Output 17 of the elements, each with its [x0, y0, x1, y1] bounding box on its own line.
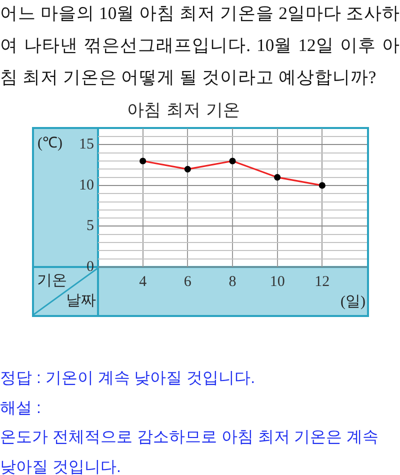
- text: (일): [340, 294, 366, 310]
- x-tick-label: 8: [228, 274, 236, 290]
- text: 온도가 전체적으로 감소하므로 아침 최저 기온은 계속 낮아질 것입니다.: [0, 428, 380, 475]
- x-axis-title: 날짜: [66, 292, 96, 309]
- x-tick-label: 10: [270, 274, 285, 290]
- text: 해설 :: [0, 398, 42, 418]
- text: 어느 마을의 10월 아침 최저 기온을 2일마다 조사하여 나타낸 꺾은선그래프입니다. 10월 12일 이후 아침 최저 기온은 어떻게 될 것이라고 예상합니까?: [0, 2, 400, 89]
- text: 정답 : 기온이 계속 낮아질 것입니다.: [0, 369, 256, 389]
- text: (℃): [38, 135, 62, 152]
- y-axis-title: 기온: [37, 272, 67, 289]
- x-tick-label: 6: [184, 274, 192, 290]
- chart-title: 아침 최저 기온: [127, 100, 240, 121]
- y-tick-label: 5: [86, 218, 94, 234]
- x-tick-label: 4: [139, 274, 148, 290]
- x-tick-label: 12: [314, 274, 330, 290]
- y-tick-label: 15: [79, 136, 94, 153]
- y-tick-label: 10: [79, 177, 94, 194]
